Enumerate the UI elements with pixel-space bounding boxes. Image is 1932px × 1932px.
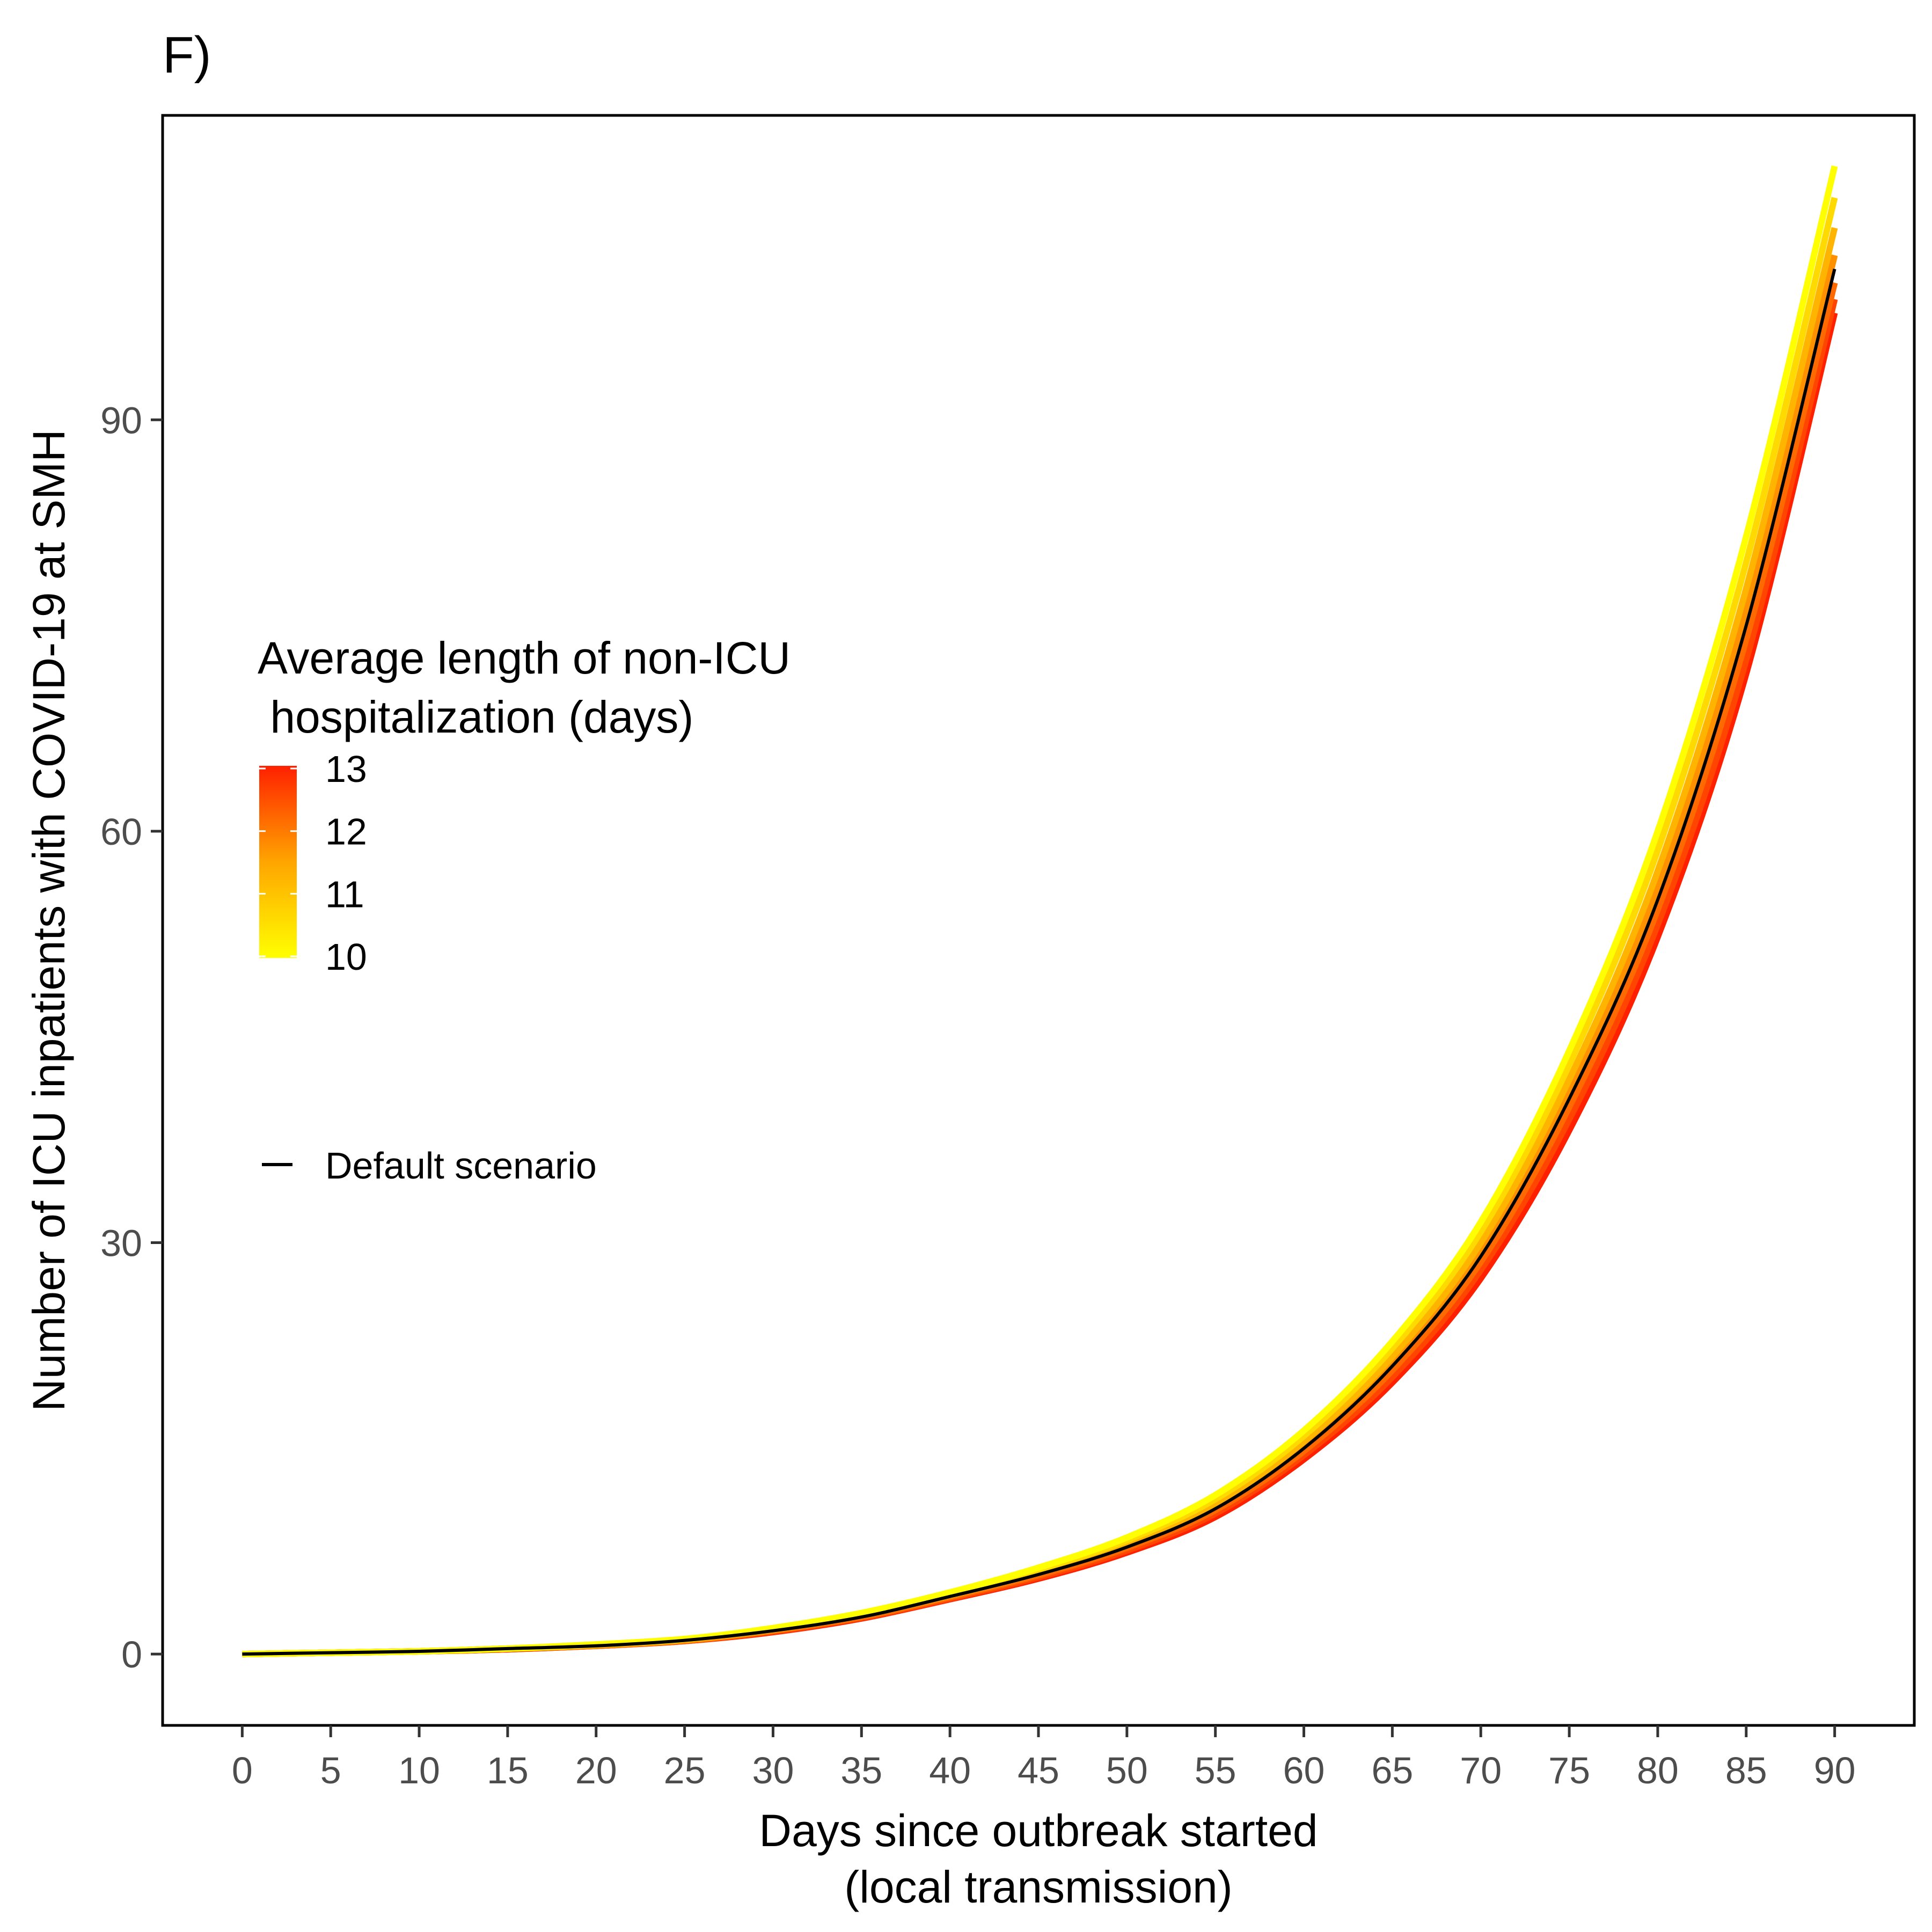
x-tick-label: 80 <box>1637 1750 1679 1791</box>
sensitivity-curves <box>242 165 1838 1658</box>
x-tick-label: 70 <box>1460 1750 1502 1791</box>
sensitivity-curve-los-11 <box>242 227 1838 1658</box>
y-axis: 0 30 60 90 <box>100 399 163 1675</box>
y-tick-label: 60 <box>100 811 142 853</box>
legend-tick-label: 11 <box>325 873 364 915</box>
x-tick-label: 85 <box>1725 1750 1767 1791</box>
x-axis: 0 5 10 15 20 25 30 35 40 45 50 55 60 65 70 75 80 85 90 <box>232 1725 1856 1791</box>
line-legend: Default scenario <box>262 1145 597 1187</box>
y-tick-label: 0 <box>121 1634 142 1675</box>
x-tick-label: 5 <box>320 1750 341 1791</box>
x-tick-label: 60 <box>1283 1750 1325 1791</box>
x-tick-label: 20 <box>575 1750 617 1791</box>
legend-tick-label: 10 <box>325 936 367 978</box>
x-tick-label: 35 <box>840 1750 882 1791</box>
x-tick-label: 40 <box>929 1750 971 1791</box>
color-legend: Average length of non-ICU hospitalizatio… <box>258 633 791 978</box>
x-axis-title-line1: Days since outbreak started <box>759 1805 1318 1856</box>
x-tick-label: 10 <box>398 1750 440 1791</box>
x-tick-label: 25 <box>664 1750 706 1791</box>
x-tick-label: 90 <box>1814 1750 1856 1791</box>
legend-title-line2: hospitalization (days) <box>258 692 693 742</box>
sensitivity-curve-los-10 <box>242 165 1838 1658</box>
x-tick-label: 30 <box>752 1750 794 1791</box>
y-axis-title: Number of ICU inpatients with COVID-19 a… <box>24 429 74 1411</box>
x-tick-label: 65 <box>1371 1750 1413 1791</box>
x-tick-label: 55 <box>1195 1750 1236 1791</box>
legend-title-line1: Average length of non-ICU <box>258 633 791 683</box>
x-tick-label: 0 <box>232 1750 253 1791</box>
legend-ticks: 13 12 11 10 <box>259 748 367 978</box>
x-tick-label: 45 <box>1018 1750 1059 1791</box>
legend-tick-label: 13 <box>325 748 367 790</box>
default-scenario-line <box>242 268 1836 1656</box>
sensitivity-curve-los-11-5 <box>242 254 1838 1658</box>
legend-tick-label: 12 <box>325 811 367 853</box>
panel-label: F) <box>163 26 211 84</box>
sensitivity-curve-los-12-5 <box>242 298 1838 1658</box>
x-tick-label: 15 <box>487 1750 529 1791</box>
sensitivity-curve-los-10-5 <box>242 196 1838 1658</box>
x-tick-label: 75 <box>1548 1750 1590 1791</box>
x-axis-title-line2: (local transmission) <box>844 1862 1233 1912</box>
legend-default-label: Default scenario <box>325 1145 597 1187</box>
legend-colorbar <box>259 766 297 958</box>
default-series <box>242 268 1836 1656</box>
x-tick-label: 50 <box>1106 1750 1148 1791</box>
y-tick-label: 90 <box>100 399 142 441</box>
sensitivity-curve-los-12 <box>242 282 1838 1658</box>
y-tick-label: 30 <box>100 1223 142 1264</box>
